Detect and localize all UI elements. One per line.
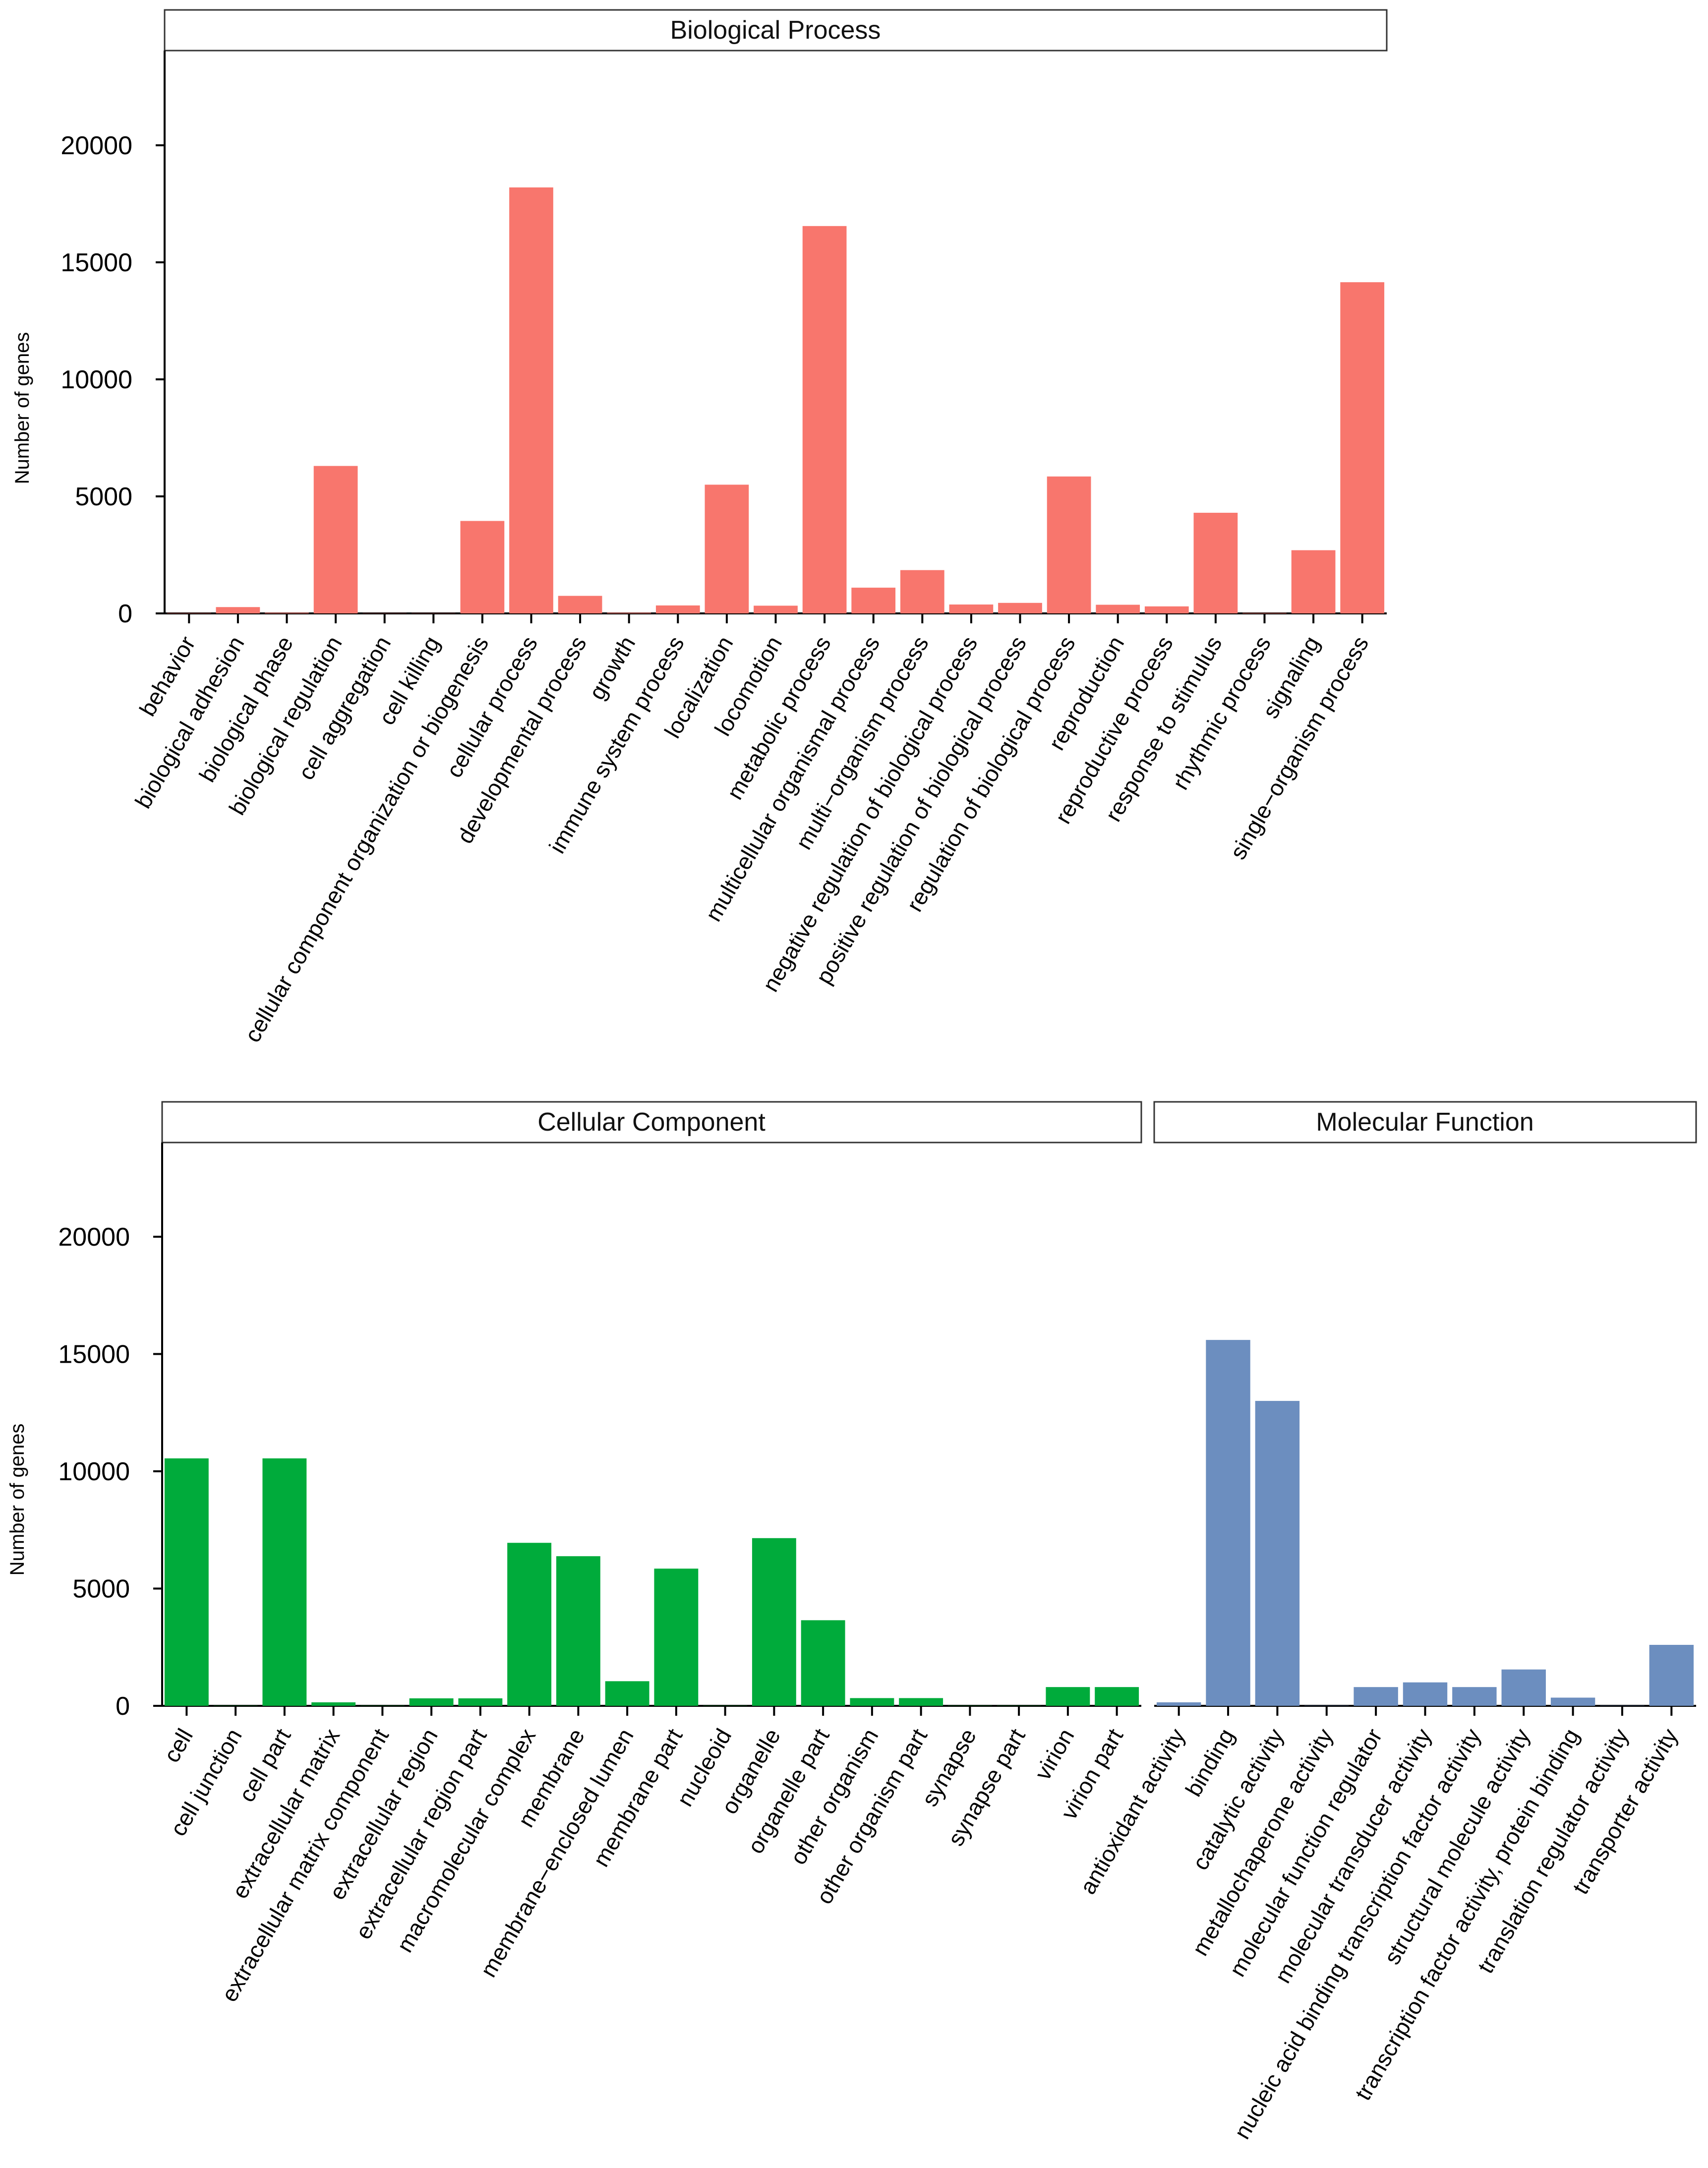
bar-immune-system-process <box>655 605 700 613</box>
y-tick-label: 15000 <box>60 248 132 277</box>
y-tick-label: 5000 <box>72 1575 130 1604</box>
bar-organelle <box>752 1538 796 1706</box>
bar-nucleic-acid-binding-transcription-factor-activity <box>1452 1687 1497 1706</box>
bar-other-organism-part <box>899 1698 943 1706</box>
bar-multi-organism-process <box>900 570 944 613</box>
y-tick-label: 20000 <box>60 131 132 160</box>
bar-regulation-of-biological-process <box>1047 476 1091 613</box>
bars <box>164 1458 1139 1706</box>
bar-membrane <box>556 1556 600 1706</box>
bar-cell <box>164 1458 209 1706</box>
y-tick-label: 0 <box>116 1692 130 1721</box>
panel-title-biological-process: Biological Process <box>670 16 881 45</box>
bar-cell-part <box>262 1458 307 1706</box>
strip-biological-process <box>164 9 1388 52</box>
bar-reproductive-process <box>1144 606 1189 613</box>
bar-positive-regulation-of-biological-process <box>998 602 1042 613</box>
panel-cellular-component: Cellular Component Number of genes 0 5000… <box>6 1101 1142 2006</box>
bar-extracellular-region-part <box>458 1698 503 1706</box>
strip-molecular-function <box>1153 1101 1697 1144</box>
bar-structural-molecule-activity <box>1501 1669 1546 1706</box>
panel-title-cellular-component: Cellular Component <box>537 1108 766 1137</box>
bar-other-organism <box>850 1698 894 1706</box>
bar-reproduction <box>1096 604 1140 613</box>
y-tick-label: 10000 <box>58 1457 130 1486</box>
bar-catalytic-activity <box>1255 1401 1300 1706</box>
bar-macromolecular-complex <box>507 1543 552 1706</box>
bar-biological-adhesion <box>216 607 260 613</box>
bar-membrane-enclosed-lumen <box>605 1681 649 1706</box>
y-tick-label: 0 <box>118 600 132 628</box>
y-axis-label: Number of genes <box>6 1424 28 1576</box>
y-axis-label: Number of genes <box>11 332 33 484</box>
panel-biological-process: Biological Process Number of genes 0 5000… <box>11 9 1388 1047</box>
y-tick-label: 10000 <box>60 365 132 394</box>
bar-organelle-part <box>801 1620 845 1706</box>
y-tick-label: 5000 <box>75 482 132 511</box>
bar-response-to-stimulus <box>1193 513 1238 613</box>
bar-binding <box>1206 1340 1250 1706</box>
y-tick-label: 20000 <box>58 1223 130 1252</box>
panel-title-molecular-function: Molecular Function <box>1316 1108 1533 1137</box>
bar-signaling <box>1291 550 1336 613</box>
bar-molecular-function-regulator <box>1354 1687 1398 1706</box>
bar-transcription-factor-activity-protein-binding <box>1550 1697 1595 1706</box>
bar-cellular-process <box>509 187 553 614</box>
bars <box>1156 1340 1694 1706</box>
bar-molecular-transducer-activity <box>1403 1682 1448 1706</box>
bar-extracellular-matrix <box>311 1702 356 1706</box>
bar-multicellular-organismal-process <box>851 588 896 613</box>
bar-cellular-component-organization-or-biogenesis <box>460 521 505 613</box>
bar-membrane-part <box>654 1568 699 1706</box>
y-tick-label: 15000 <box>58 1340 130 1369</box>
y-ticks: 0 5000 10000 15000 20000 <box>60 131 165 628</box>
bar-metabolic-process <box>802 226 847 614</box>
bar-virion <box>1046 1687 1090 1706</box>
bar-biological-regulation <box>313 466 358 613</box>
panel-molecular-function: Molecular Function antioxidant activityb… <box>1074 1101 1697 2143</box>
y-ticks: 0 5000 10000 15000 20000 <box>58 1223 162 1721</box>
bar-transporter-activity <box>1649 1645 1694 1706</box>
x-tick-label-cell: cell <box>158 1724 198 1767</box>
bar-negative-regulation-of-biological-process <box>949 604 994 613</box>
bars <box>167 187 1385 614</box>
bar-locomotion <box>754 605 798 613</box>
bar-localization <box>705 484 749 613</box>
bar-virion-part <box>1095 1687 1139 1706</box>
bar-extracellular-region <box>409 1698 454 1706</box>
bar-antioxidant-activity <box>1156 1702 1201 1706</box>
strip-cellular-component <box>161 1101 1142 1144</box>
x-tick-label-virion: virion <box>1030 1724 1079 1784</box>
bar-single-organism-process <box>1340 282 1385 613</box>
bar-developmental-process <box>558 596 602 613</box>
